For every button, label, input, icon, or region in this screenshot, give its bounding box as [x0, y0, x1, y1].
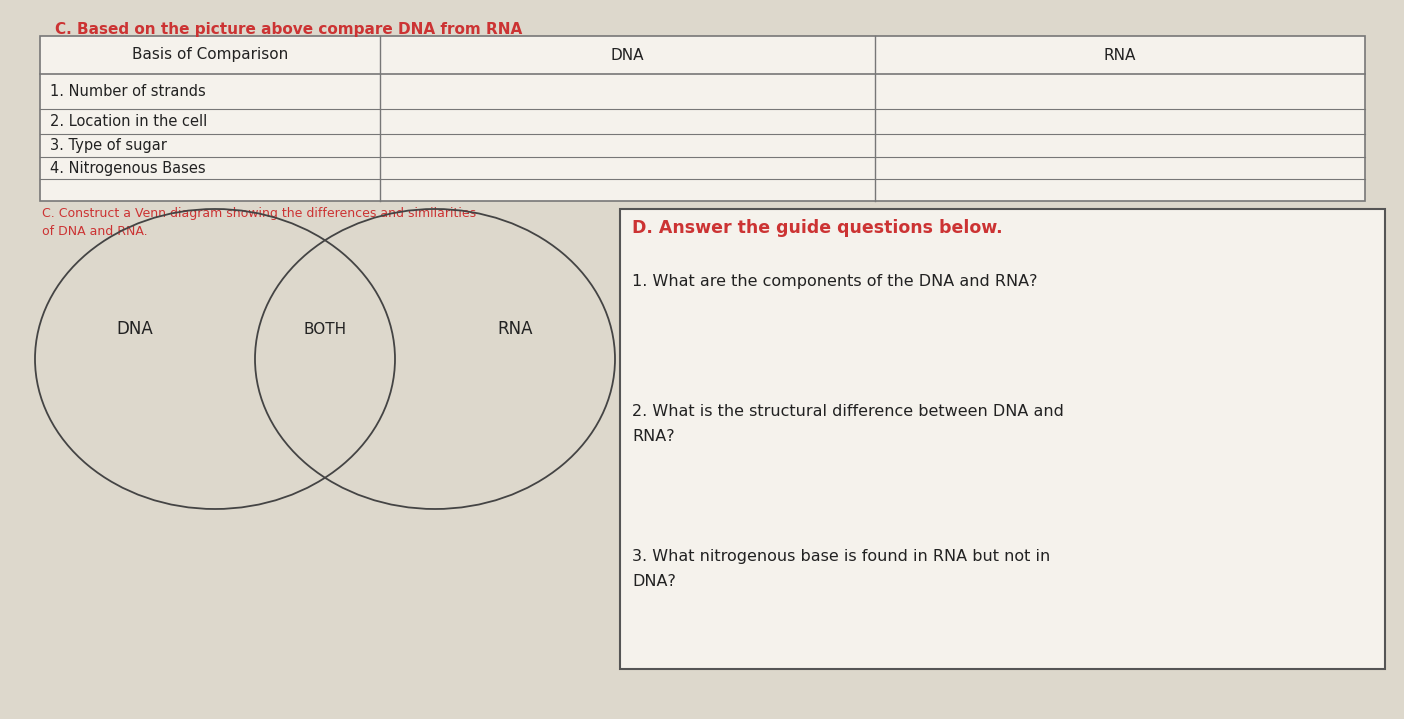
- Text: DNA: DNA: [611, 47, 644, 63]
- Text: RNA: RNA: [1104, 47, 1136, 63]
- Text: 4. Nitrogenous Bases: 4. Nitrogenous Bases: [51, 160, 205, 175]
- Text: 1. What are the components of the DNA and RNA?: 1. What are the components of the DNA an…: [632, 274, 1038, 289]
- Text: DNA?: DNA?: [632, 574, 675, 589]
- Text: DNA: DNA: [117, 320, 153, 338]
- Text: 2. What is the structural difference between DNA and: 2. What is the structural difference bet…: [632, 404, 1064, 419]
- Text: C. Based on the picture above compare DNA from RNA: C. Based on the picture above compare DN…: [55, 22, 522, 37]
- Text: RNA: RNA: [497, 320, 532, 338]
- Text: 3. Type of sugar: 3. Type of sugar: [51, 138, 167, 153]
- Text: C. Construct a Venn diagram showing the differences and similarities: C. Construct a Venn diagram showing the …: [42, 207, 476, 220]
- Text: BOTH: BOTH: [303, 321, 347, 336]
- Text: 2. Location in the cell: 2. Location in the cell: [51, 114, 208, 129]
- Text: of DNA and RNA.: of DNA and RNA.: [42, 225, 147, 238]
- Bar: [621, 209, 1384, 669]
- Text: 3. What nitrogenous base is found in RNA but not in: 3. What nitrogenous base is found in RNA…: [632, 549, 1050, 564]
- Text: D. Answer the guide questions below.: D. Answer the guide questions below.: [632, 219, 1002, 237]
- Bar: [39, 36, 1365, 201]
- Text: Basis of Comparison: Basis of Comparison: [132, 47, 288, 63]
- Text: 1. Number of strands: 1. Number of strands: [51, 84, 206, 99]
- Text: RNA?: RNA?: [632, 429, 675, 444]
